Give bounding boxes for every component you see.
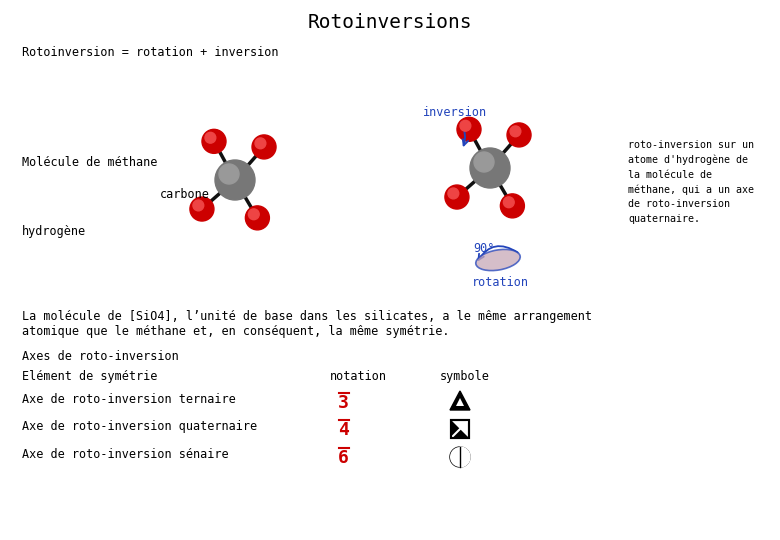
- Circle shape: [190, 197, 214, 221]
- Circle shape: [450, 447, 470, 467]
- Circle shape: [501, 194, 524, 218]
- Ellipse shape: [476, 249, 520, 271]
- Text: rotation: rotation: [471, 276, 529, 289]
- Text: 6: 6: [338, 449, 349, 467]
- Polygon shape: [451, 420, 469, 438]
- Text: 4: 4: [338, 421, 349, 439]
- Circle shape: [470, 148, 510, 188]
- Ellipse shape: [450, 447, 470, 467]
- Polygon shape: [460, 447, 470, 467]
- Circle shape: [205, 132, 216, 143]
- Text: carbone: carbone: [160, 187, 210, 200]
- Text: notation: notation: [330, 370, 387, 383]
- Text: Rotoinversions: Rotoinversions: [308, 12, 472, 31]
- Text: La molécule de [SiO4], l’unité de base dans les silicates, a le même arrangement: La molécule de [SiO4], l’unité de base d…: [22, 310, 592, 323]
- Circle shape: [219, 164, 239, 184]
- Text: Molécule de méthane: Molécule de méthane: [22, 156, 158, 168]
- Circle shape: [510, 126, 521, 137]
- Text: roto-inversion sur un
atome d'hydrogène de
la molécule de
méthane, qui a un axe
: roto-inversion sur un atome d'hydrogène …: [628, 140, 754, 224]
- Polygon shape: [456, 398, 464, 406]
- Text: atomique que le méthane et, en conséquent, la même symétrie.: atomique que le méthane et, en conséquen…: [22, 325, 449, 338]
- Circle shape: [202, 130, 226, 153]
- Circle shape: [252, 135, 276, 159]
- Circle shape: [448, 188, 459, 199]
- Text: hydrogène: hydrogène: [22, 226, 86, 239]
- Polygon shape: [451, 420, 469, 438]
- Circle shape: [457, 117, 481, 141]
- Circle shape: [246, 206, 269, 230]
- Text: Axe de roto-inversion ternaire: Axe de roto-inversion ternaire: [22, 393, 236, 406]
- Text: Rotoinversion = rotation + inversion: Rotoinversion = rotation + inversion: [22, 45, 278, 58]
- Text: Elément de symétrie: Elément de symétrie: [22, 370, 158, 383]
- Circle shape: [215, 160, 255, 200]
- Circle shape: [507, 123, 531, 147]
- Circle shape: [460, 120, 471, 131]
- Text: inversion: inversion: [423, 105, 487, 118]
- Circle shape: [445, 185, 469, 209]
- Circle shape: [255, 138, 266, 148]
- Circle shape: [193, 200, 204, 211]
- Text: Axes de roto-inversion: Axes de roto-inversion: [22, 350, 179, 363]
- Text: Axe de roto-inversion sénaire: Axe de roto-inversion sénaire: [22, 448, 229, 461]
- Polygon shape: [450, 391, 470, 410]
- Text: 90°: 90°: [473, 241, 495, 254]
- Circle shape: [503, 197, 514, 208]
- Circle shape: [474, 152, 494, 172]
- Text: Axe de roto-inversion quaternaire: Axe de roto-inversion quaternaire: [22, 420, 257, 433]
- Circle shape: [248, 209, 259, 220]
- Text: symbole: symbole: [440, 370, 490, 383]
- Text: 3: 3: [338, 394, 349, 412]
